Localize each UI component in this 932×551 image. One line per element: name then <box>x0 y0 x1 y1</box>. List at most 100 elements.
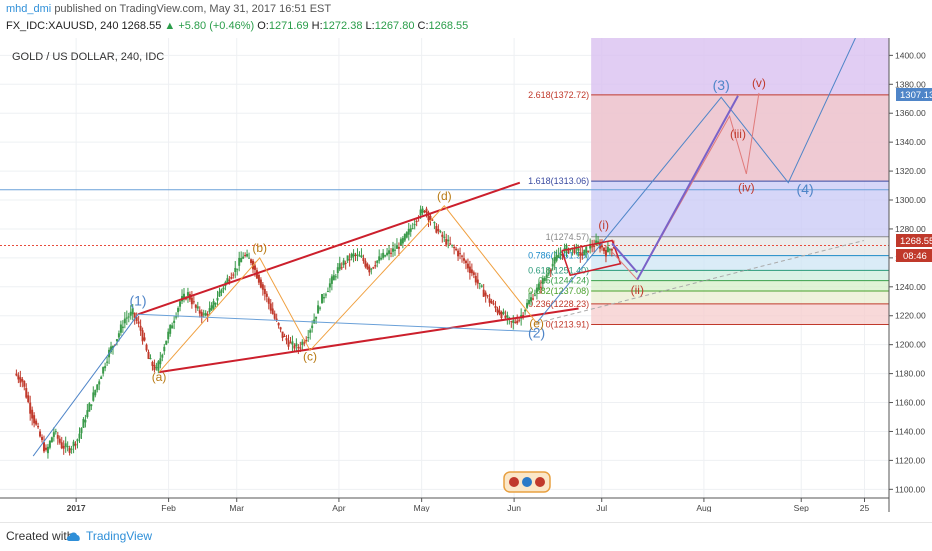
fib-zone <box>591 291 894 304</box>
candle-body <box>492 303 495 305</box>
candle-body <box>537 283 540 290</box>
candle-body <box>336 267 339 274</box>
open-label: O: <box>257 20 269 32</box>
close-label: C: <box>417 20 429 32</box>
candle-body <box>151 362 154 366</box>
wedge-lower-line <box>158 307 579 374</box>
candle-body <box>293 345 296 349</box>
candle-body <box>31 409 34 419</box>
candle-body <box>393 249 396 251</box>
candle-body <box>161 354 164 358</box>
candle-body <box>612 247 615 249</box>
price-tag: 1268.55 08:46 <box>896 234 932 262</box>
candle-body <box>123 318 126 324</box>
tradingview-link[interactable]: TradingView <box>86 529 153 543</box>
candle-body <box>226 278 229 283</box>
candle-body <box>553 256 556 264</box>
candle-body <box>541 278 544 284</box>
x-tick-label: Sep <box>794 503 809 512</box>
y-tick-label: 1240.00 <box>895 282 926 292</box>
price-chart[interactable]: 0(1213.91)0.236(1228.23)0.382(1237.08)0.… <box>0 37 932 513</box>
candle-body <box>271 308 274 314</box>
candle-body <box>137 321 140 324</box>
abc-path <box>158 205 537 373</box>
candle-body <box>439 231 442 233</box>
symbol-info: FX_IDC:XAUUSD, 240 1268.55 ▲ +5.80 (+0.4… <box>6 20 468 32</box>
candle-body <box>182 293 185 300</box>
candle-body <box>466 263 469 269</box>
candle-body <box>403 233 406 241</box>
candle-body <box>92 392 95 401</box>
candle-body <box>86 410 89 417</box>
candle-body <box>58 438 61 443</box>
candle-body <box>74 443 77 446</box>
candle-body <box>401 238 404 244</box>
candle-body <box>177 308 180 313</box>
candle-body <box>37 426 40 428</box>
candle-body <box>405 232 408 238</box>
candle-body <box>257 274 260 283</box>
fib-zone <box>591 181 894 237</box>
candle-body <box>88 403 91 412</box>
candle-body <box>338 263 341 270</box>
y-tick-label: 1120.00 <box>895 455 925 465</box>
candle-body <box>263 288 266 295</box>
candle-body <box>429 215 432 221</box>
candle-body <box>94 389 97 396</box>
candle-body <box>285 338 288 341</box>
symbol-name: FX_IDC:XAUUSD, 240 <box>6 20 119 32</box>
candle-body <box>17 375 20 380</box>
candle-body <box>102 367 105 374</box>
candle-body <box>175 316 178 318</box>
chart-area[interactable]: 0(1213.91) 0.236(1228.23) 0.382(1237.08) 0.… <box>0 37 932 513</box>
candle-body <box>557 254 560 258</box>
x-tick-label: Feb <box>161 503 176 512</box>
candle-body <box>261 284 264 290</box>
candle-body <box>125 317 128 319</box>
close-price: 1268.55 <box>121 20 162 32</box>
candle-body <box>135 317 138 322</box>
candle-body <box>210 305 213 311</box>
candle-body <box>198 310 201 314</box>
candle-body <box>100 376 103 380</box>
wedge-upper-line <box>137 181 521 316</box>
candle-body <box>322 297 325 299</box>
candle-body <box>44 447 47 450</box>
low-label: L: <box>365 20 375 32</box>
candle-body <box>35 420 38 425</box>
candle-body <box>21 379 24 382</box>
candle-body <box>234 267 237 272</box>
candle-body <box>581 253 584 256</box>
candle-body <box>470 269 473 274</box>
wave-labels: (1) (2) (3) (4) (a) (b) (c) (d) (e) (i) (ii) (iii) (… <box>129 76 813 384</box>
candle-body <box>478 283 481 285</box>
y-tick-label: 1320.00 <box>895 166 926 176</box>
candle-body <box>250 259 253 263</box>
candle-body <box>46 446 49 454</box>
events-marker[interactable] <box>503 471 551 493</box>
candle-body <box>604 249 607 257</box>
candle-body <box>484 292 487 296</box>
candle-body <box>531 298 534 300</box>
candle-body <box>380 257 383 260</box>
candle-body <box>90 404 93 407</box>
wave-label: (1) <box>129 293 146 309</box>
candle-body <box>289 342 292 344</box>
candle-body <box>350 254 353 258</box>
candle-body <box>173 320 176 323</box>
candle-body <box>117 333 120 338</box>
candle-body <box>340 267 343 269</box>
y-tick-label: 1180.00 <box>895 369 925 379</box>
candle-body <box>372 267 375 269</box>
candle-body <box>29 402 32 414</box>
time-axis[interactable]: 2017 Feb Mar Apr May Jun Jul Aug Sep 25 <box>0 497 889 513</box>
candle-body <box>72 441 75 447</box>
candle-body <box>370 268 373 270</box>
fib-level-label: 0.5(1244.24) <box>538 276 589 286</box>
candle-body <box>143 337 146 341</box>
wave-label: (c) <box>303 350 317 364</box>
candle-body <box>376 260 379 263</box>
author-link[interactable]: mhd_dmi <box>6 3 52 15</box>
candle-body <box>232 274 235 276</box>
price-axis[interactable]: 1100.00 1120.00 1140.00 1160.00 1180.00 1200.… <box>888 38 932 512</box>
